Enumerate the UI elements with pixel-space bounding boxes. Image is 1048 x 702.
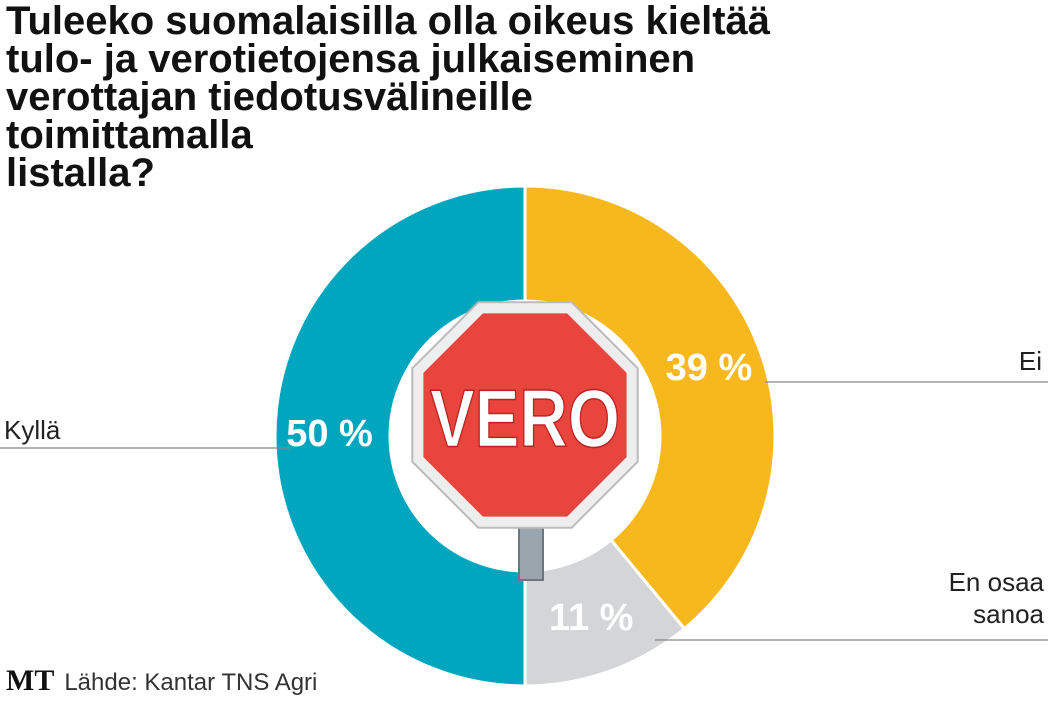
category-label: En osaa sanoa <box>948 567 1044 629</box>
title-line: tulo- ja verotietojensa julkaiseminen <box>6 37 696 81</box>
donut-slice <box>273 184 527 688</box>
title-line: toimittamalla <box>6 113 253 157</box>
source: Lähde: Kantar TNS Agri <box>64 669 318 696</box>
sign-face <box>423 313 627 517</box>
donut-slice <box>523 184 777 631</box>
title-line: listalla? <box>6 151 155 195</box>
chart-title: Tuleeko suomalaisilla olla oikeus kieltä… <box>6 0 771 195</box>
stop-sign: VERO <box>411 301 639 581</box>
value-label: 11 % <box>549 597 634 639</box>
sign-text: VERO <box>430 374 620 465</box>
logo: MT <box>6 664 55 697</box>
value-label: 39 % <box>666 347 753 389</box>
value-label: 50 % <box>286 413 373 455</box>
donut <box>273 184 777 688</box>
title-line: verottajan tiedotusvälineille <box>6 75 533 119</box>
category-label: Kyllä <box>4 415 61 445</box>
title-line: Tuleeko suomalaisilla olla oikeus kieltä… <box>6 0 771 43</box>
category-label: Ei <box>1018 346 1042 376</box>
footer: MT Lähde: Kantar TNS Agri <box>6 664 317 698</box>
